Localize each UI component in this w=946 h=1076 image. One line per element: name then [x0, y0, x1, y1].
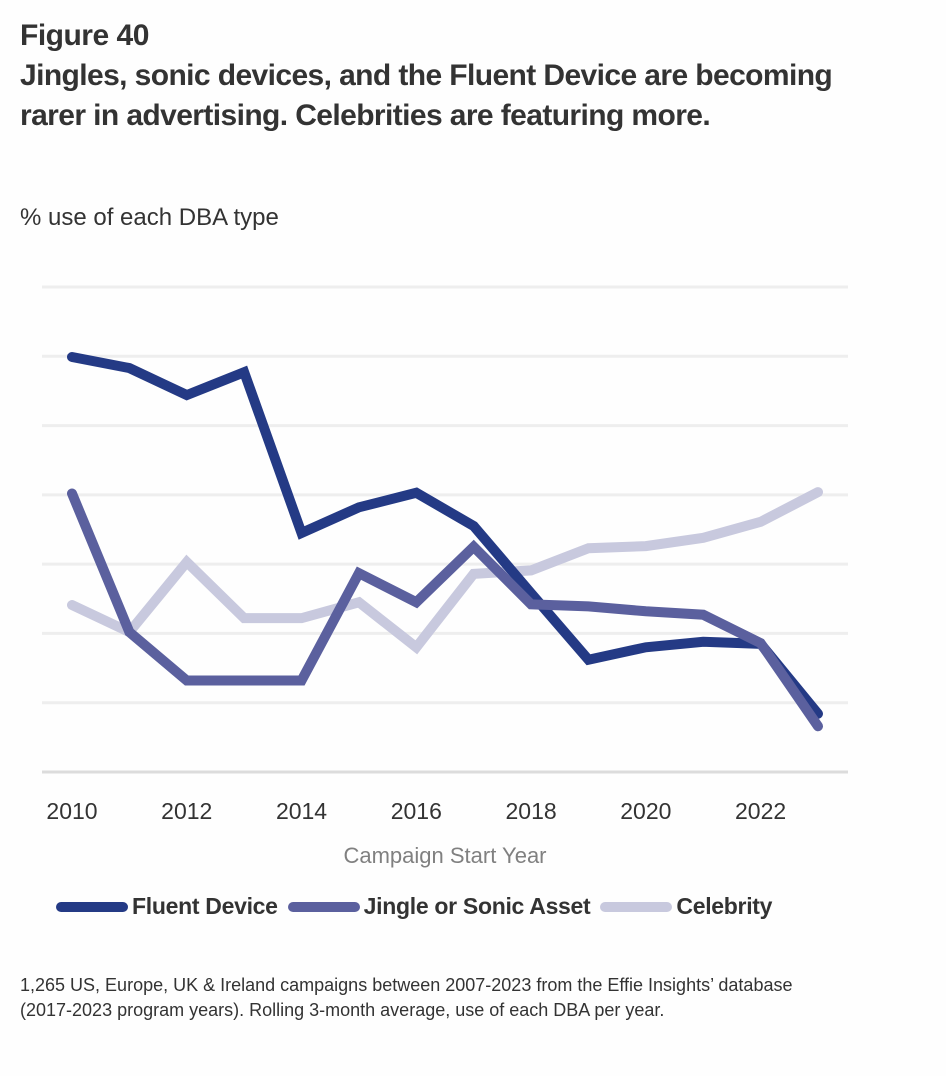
gridlines [42, 285, 848, 774]
legend-label: Celebrity [676, 893, 773, 919]
x-tick-label: 2010 [46, 798, 97, 824]
x-tick-label: 2020 [620, 798, 671, 824]
x-axis-label: Campaign Start Year [343, 843, 546, 868]
x-tick-label: 2016 [391, 798, 442, 824]
legend-swatch-celebrity [600, 901, 673, 912]
x-tick-label: 2022 [735, 798, 786, 824]
series-line-celebrity [67, 487, 823, 655]
x-tick-label: 2014 [276, 798, 327, 824]
legend: Fluent Device Jingle or Sonic Asset Cele… [56, 893, 782, 920]
legend-swatch-fluent-device [56, 901, 128, 912]
legend-swatch-jingle-or-sonic-asset [287, 901, 360, 912]
legend-item-celebrity: Celebrity [600, 893, 772, 920]
legend-item-fluent-device: Fluent Device [56, 893, 278, 920]
chart-title: Jingles, sonic devices, and the Fluent D… [20, 59, 833, 132]
legend-label: Fluent Device [132, 893, 278, 919]
series-lines [67, 351, 823, 732]
series-line-jingle-or-sonic-asset [67, 488, 823, 732]
figure-label: Figure 40 [20, 19, 149, 52]
series-line-fluent-device [67, 351, 823, 719]
x-tick-label: 2018 [505, 798, 556, 824]
x-tick-label: 2012 [161, 798, 212, 824]
footnote: 1,265 US, Europe, UK & Ireland campaigns… [20, 975, 793, 1020]
line-chart: 2010 2012 2014 2016 2018 2020 2022 Campaign St… [42, 285, 848, 868]
x-tick-labels: 2010 2012 2014 2016 2018 2020 2022 [46, 798, 786, 824]
chart-subtitle: % use of each DBA type [20, 204, 279, 231]
legend-label: Jingle or Sonic Asset [363, 893, 591, 919]
legend-item-jingle-or-sonic-asset: Jingle or Sonic Asset [287, 893, 591, 920]
